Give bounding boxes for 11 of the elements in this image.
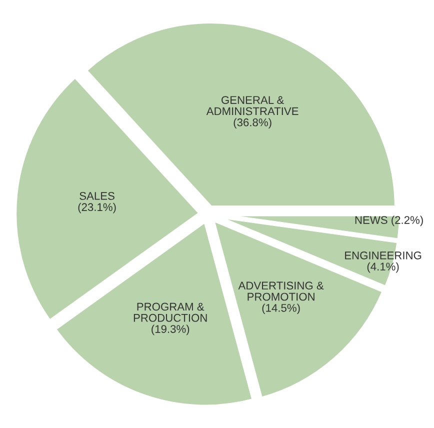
slice-label: PROGRAM & PRODUCTION xyxy=(134,302,207,322)
slice-label: NEWS (2.2%) xyxy=(355,216,423,226)
slice-label: SALES xyxy=(80,192,114,200)
data-label: (4.1%) xyxy=(367,262,399,273)
slice-label: ENGINEERING xyxy=(345,251,422,260)
data-label: (14.5%) xyxy=(262,304,300,314)
data-label: (36.8%) xyxy=(234,118,272,128)
data-label: (19.3%) xyxy=(152,324,190,336)
slice-label: ADVERTISING & PROMOTION xyxy=(238,282,324,301)
slice-label: GENERAL & ADMINISTRATIVE xyxy=(206,96,298,116)
data-label: (23.1%) xyxy=(78,202,116,214)
